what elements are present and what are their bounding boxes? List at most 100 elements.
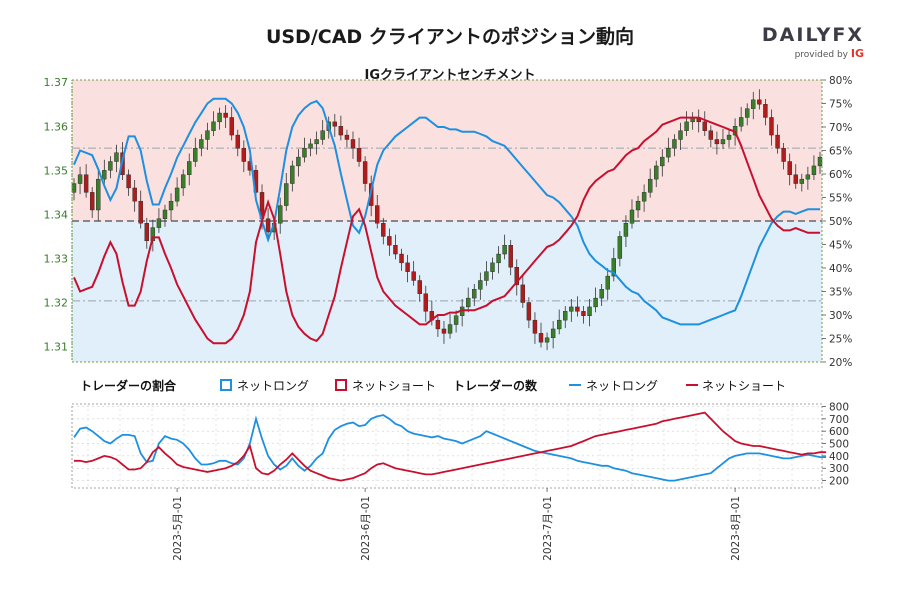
date-tick-label: 2023-8月-01 [730, 496, 742, 561]
candle-body [278, 205, 283, 224]
candle-body [193, 148, 198, 162]
ig-logo: IG [850, 47, 864, 60]
candle-body [174, 187, 180, 202]
net-short-percent-line [73, 116, 820, 345]
candle-body [356, 148, 362, 162]
candle-body [296, 156, 301, 167]
candle-body [96, 178, 101, 211]
chart-subtitle: IGクライアントセンチメント [364, 68, 536, 83]
count-line-net-long [73, 414, 827, 482]
logo-sub-text: provided by [794, 50, 848, 60]
candle-body [738, 117, 744, 127]
percent-tick-label: 40% [829, 263, 852, 275]
legend-long-swatch [220, 379, 232, 391]
price-tick-label: 1.36 [44, 120, 69, 133]
candle-body [514, 267, 519, 286]
logo-provided-by: provided by IG [744, 47, 864, 60]
percent-tick-label: 35% [829, 287, 852, 299]
chart-title: USD/CAD クライアントのポジション動向 [265, 26, 635, 48]
candle-body [466, 297, 471, 308]
candle-body [805, 174, 811, 180]
candle-body [538, 333, 544, 343]
candle-body [811, 165, 817, 175]
candle-body [817, 156, 823, 167]
candle-body [314, 139, 319, 145]
candle-body [550, 328, 556, 338]
candle-body [726, 134, 732, 140]
candle-body [108, 161, 113, 171]
candle-body [623, 223, 629, 237]
candle-body [180, 174, 186, 189]
candle-body [453, 315, 459, 325]
candle-body [793, 174, 798, 184]
candle-body [235, 134, 240, 149]
percent-tick-label: 75% [829, 99, 852, 111]
percent-tick-label: 30% [829, 310, 852, 322]
candle-body [478, 280, 483, 290]
candle-body [526, 302, 532, 321]
candle-body [205, 130, 210, 140]
price-tick-label: 1.32 [44, 297, 69, 310]
zone-net-long [72, 221, 822, 362]
candle-body [265, 218, 271, 233]
candle-body [381, 223, 386, 237]
candle-body [332, 121, 337, 127]
percent-lines [73, 97, 820, 345]
candle-body [520, 284, 526, 303]
candle-body [587, 306, 592, 316]
candle-body [156, 218, 162, 228]
candle-body [144, 223, 149, 242]
date-tick-label: 2023-7月-01 [542, 496, 554, 561]
axes-layer: 1.31 1.32 1.33 1.34 1.35 1.36 1.37 20% 25% 30% 35%… [44, 75, 853, 369]
candle-body [593, 297, 598, 308]
candle-body [484, 271, 489, 281]
count-tick-label: 200 [829, 476, 849, 488]
candle-body [138, 200, 143, 224]
candle-body [338, 126, 344, 136]
candle-body [569, 306, 574, 312]
candle-body [496, 253, 501, 264]
candle-body [211, 121, 216, 131]
candle-body [684, 121, 689, 131]
legend-ratio-heading: トレーダーの割合 [80, 378, 177, 393]
count-tick-label: 700 [829, 414, 849, 426]
candle-body [393, 245, 398, 255]
legend-count-heading: トレーダーの数 [453, 378, 538, 393]
count-tick-label: 600 [829, 426, 849, 438]
price-candles [71, 89, 823, 351]
count-tick-label: 400 [829, 451, 849, 463]
candle-body [241, 148, 247, 162]
candle-body [575, 306, 580, 312]
count-tick-label: 500 [829, 439, 849, 451]
candle-body [769, 117, 774, 136]
price-tick-label: 1.33 [44, 252, 69, 265]
candle-body [435, 319, 441, 330]
candle-body [745, 108, 750, 118]
candle-body [787, 161, 792, 175]
candle-body [441, 328, 447, 334]
candle-body [290, 165, 295, 184]
candle-body [411, 271, 416, 281]
candle-body [126, 174, 131, 189]
candle-body [654, 165, 659, 180]
zone-net-short [72, 80, 822, 221]
count-line-net-short [74, 411, 827, 482]
logo-wordmark: DAILYFX [761, 24, 864, 46]
percent-tick-label: 25% [829, 334, 852, 346]
percent-tick-label: 80% [829, 75, 852, 87]
percent-tick-label: 45% [829, 240, 852, 252]
price-tick-label: 1.35 [44, 164, 69, 177]
legend: トレーダーの割合 ネットロング ネットショート トレーダーの数 ネットロング ネットショー… [80, 378, 786, 393]
candle-body [660, 156, 665, 167]
count-plot-frame [71, 403, 823, 489]
candle-body [702, 121, 707, 131]
candle-body [647, 178, 653, 193]
candle-body [563, 311, 568, 321]
candle-body [447, 324, 453, 334]
candle-body [508, 245, 513, 268]
price-tick-label: 1.31 [44, 341, 69, 354]
candle-body [223, 112, 228, 118]
legend-net-short-label: ネットショート [352, 379, 436, 393]
